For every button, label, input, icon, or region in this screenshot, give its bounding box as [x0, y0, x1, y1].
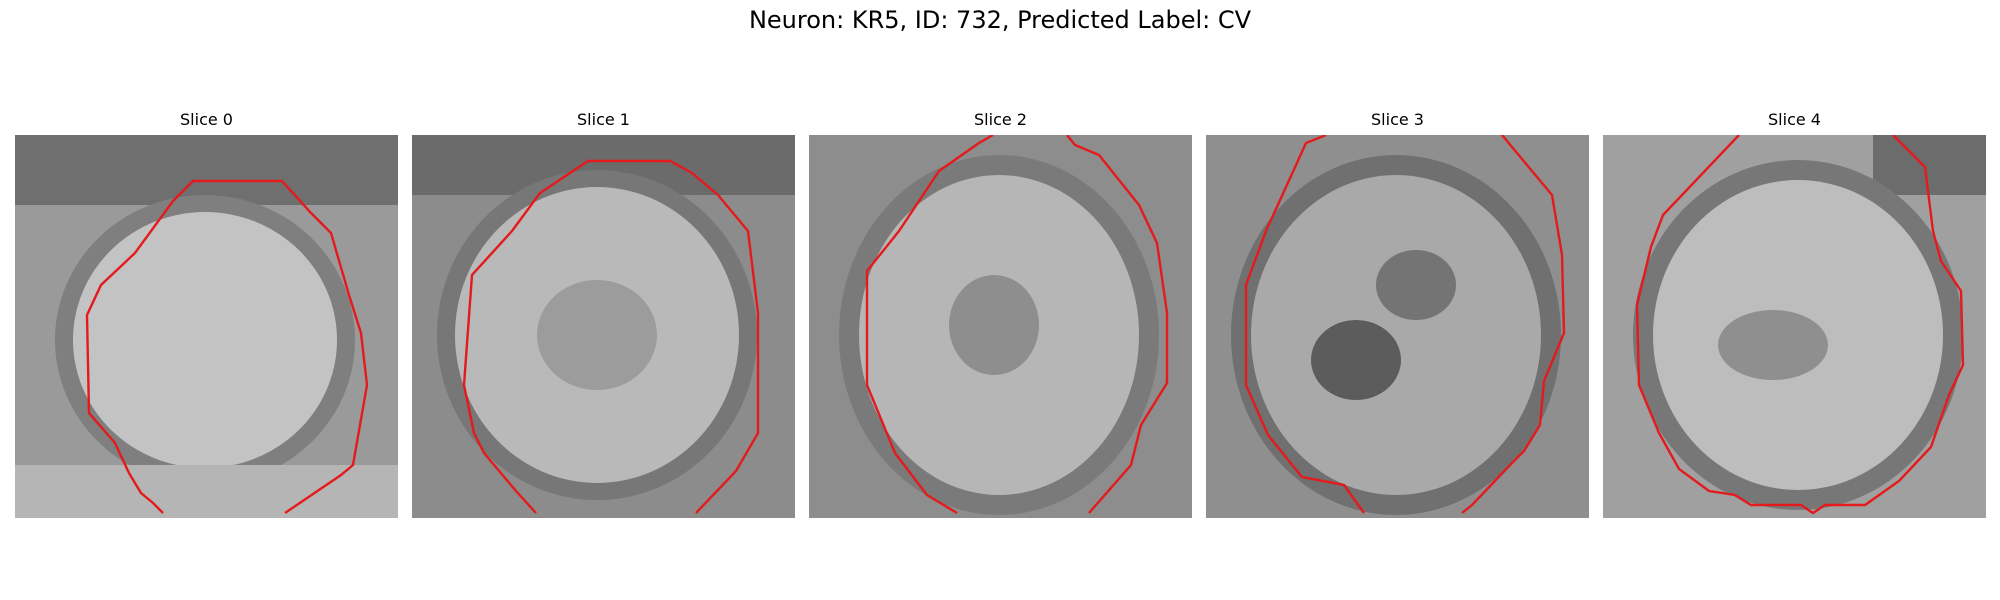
slice-title-0: Slice 0	[180, 110, 233, 129]
contour-line-3	[1244, 135, 1365, 514]
slice-image-1	[412, 135, 795, 518]
contour-line-4	[1635, 135, 1965, 515]
slice-image-3	[1206, 135, 1589, 518]
slice-image-4	[1603, 135, 1986, 518]
slice-panel-2: Slice 2	[809, 108, 1192, 518]
contour-line-2b	[1066, 135, 1169, 514]
slice-panel-4: Slice 4	[1603, 108, 1986, 518]
slice-image-2	[809, 135, 1192, 518]
slice-panel-3: Slice 3	[1206, 108, 1589, 518]
slice-title-4: Slice 4	[1768, 110, 1821, 129]
figure-title: Neuron: KR5, ID: 732, Predicted Label: C…	[748, 6, 1252, 34]
contour-line-3b	[1461, 135, 1566, 514]
slice-title-1: Slice 1	[577, 110, 630, 129]
slice-image-0	[15, 135, 398, 518]
slice-title-2: Slice 2	[974, 110, 1027, 129]
slice-panel-0: Slice 0	[15, 108, 398, 518]
contour-line-0	[85, 179, 369, 514]
contour-line-2	[865, 135, 994, 515]
slice-title-3: Slice 3	[1371, 110, 1424, 129]
slice-panel-1: Slice 1	[412, 108, 795, 518]
contour-line-1	[462, 159, 760, 514]
